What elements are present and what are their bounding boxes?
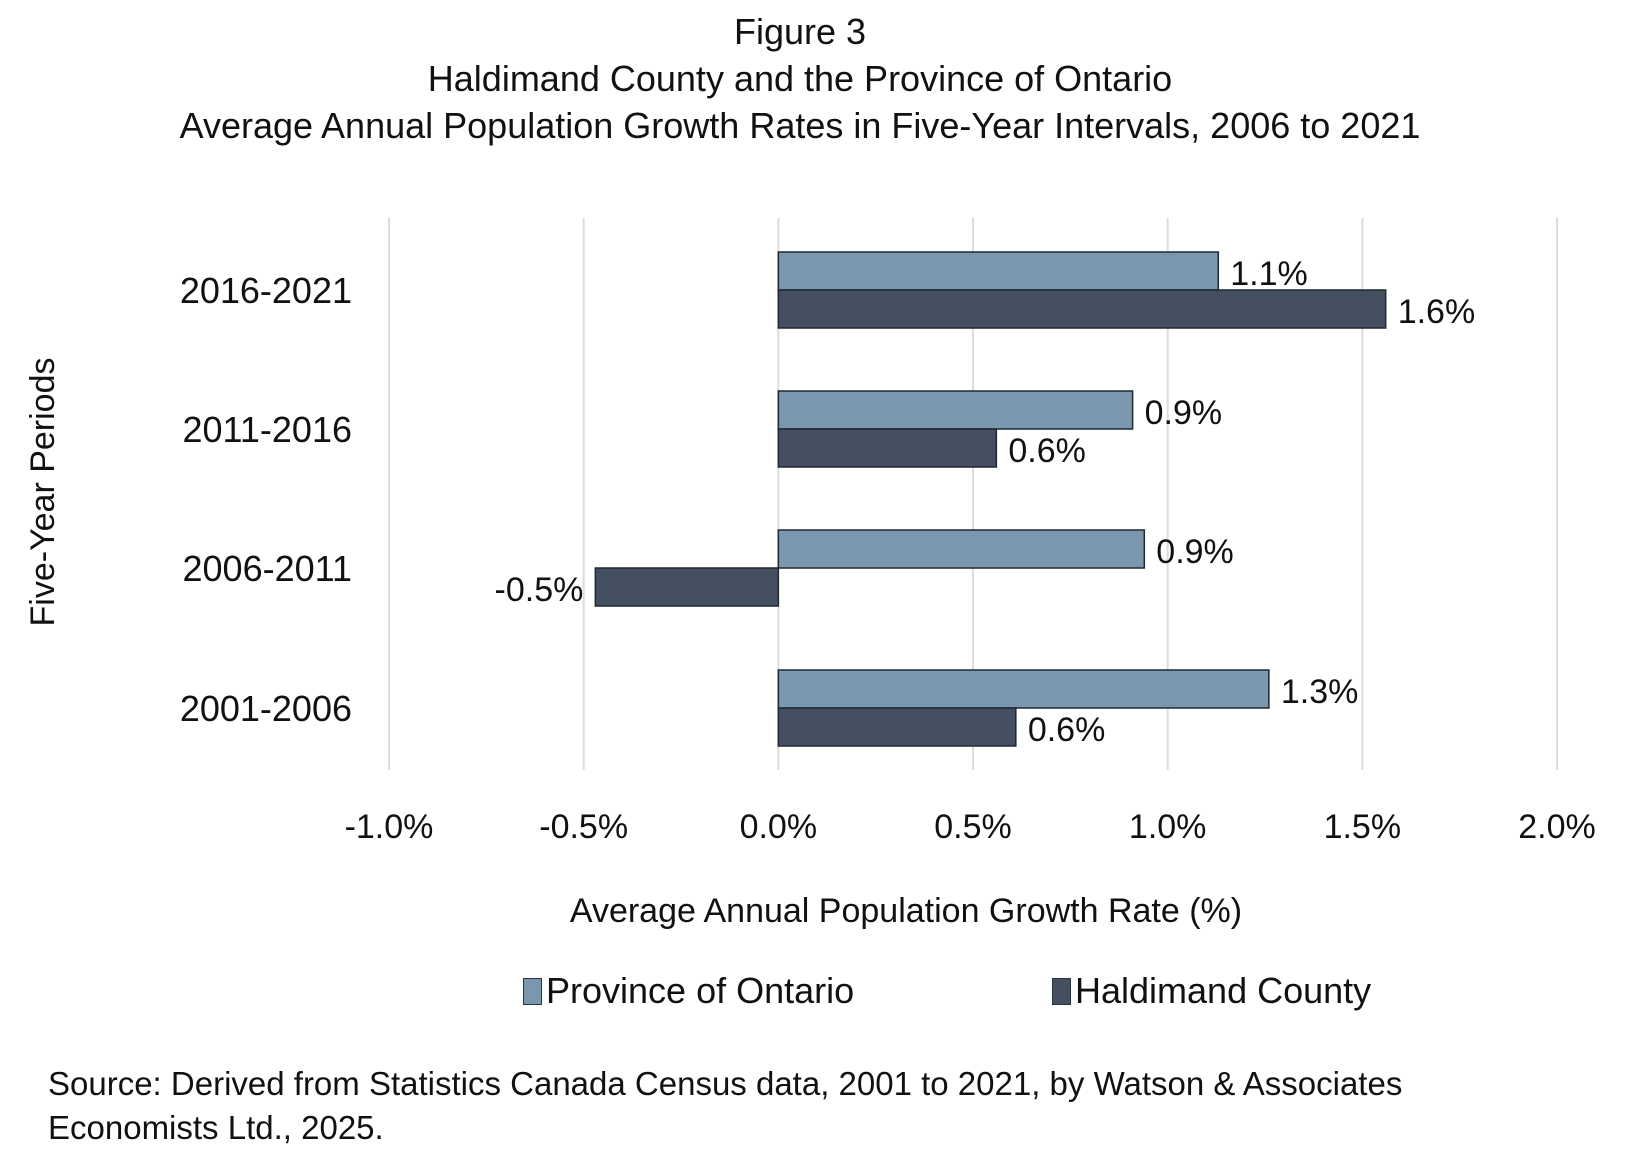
x-axis-ticks: -1.0% -0.5% 0.0% 0.5% 1.0% 1.5% 2.0% xyxy=(345,808,1596,846)
legend-swatch-ontario xyxy=(523,977,542,1005)
title-line-2: Haldimand County and the Province of Ont… xyxy=(427,58,1173,99)
x-tick-label: 1.0% xyxy=(1129,808,1207,846)
bar-ontario xyxy=(777,390,1134,430)
category-label: 2011-2016 xyxy=(183,409,353,450)
data-label: 0.9% xyxy=(1156,533,1234,571)
y-axis-categories: 2016-2021 2011-2016 2006-2011 2001-2006 xyxy=(180,270,352,729)
title-line-3: Average Annual Population Growth Rates i… xyxy=(179,105,1421,146)
data-label: 0.6% xyxy=(1028,711,1106,749)
legend-item-haldimand: Haldimand County xyxy=(1052,970,1371,1012)
bar-ontario xyxy=(777,251,1220,291)
legend-label-haldimand: Haldimand County xyxy=(1075,970,1372,1011)
chart-title: Figure 3 Haldimand County and the Provin… xyxy=(0,8,1600,149)
bars xyxy=(594,251,1387,747)
bar-ontario xyxy=(777,669,1270,709)
data-label: 0.6% xyxy=(1008,432,1086,470)
data-label: 1.6% xyxy=(1398,293,1476,331)
bar-ontario xyxy=(777,529,1146,569)
bar-haldimand xyxy=(777,707,1017,747)
data-label: -0.5% xyxy=(495,571,584,609)
x-tick-label: 2.0% xyxy=(1518,808,1596,846)
data-labels: 1.1% 0.9% 0.9% 1.3% 1.6% 0.6% -0.5% 0.6% xyxy=(495,255,1476,749)
x-axis-title: Average Annual Population Growth Rate (%… xyxy=(570,892,1242,930)
bar-chart: -1.0% -0.5% 0.0% 0.5% 1.0% 1.5% 2.0% 2016-2021… xyxy=(24,218,1596,930)
x-tick-label: -0.5% xyxy=(539,808,628,846)
legend-item-ontario: Province of Ontario xyxy=(523,970,854,1012)
data-label: 1.1% xyxy=(1230,255,1308,293)
data-label: 0.9% xyxy=(1145,394,1223,432)
x-tick-label: 0.0% xyxy=(740,808,818,846)
x-tick-label: 1.5% xyxy=(1324,808,1402,846)
category-label: 2016-2021 xyxy=(180,270,352,311)
legend-swatch-haldimand xyxy=(1052,977,1071,1005)
x-tick-label: -1.0% xyxy=(345,808,434,846)
bar-haldimand xyxy=(777,428,998,468)
category-label: 2006-2011 xyxy=(183,548,353,589)
source-note: Source: Derived from Statistics Canada C… xyxy=(48,1065,1403,1146)
category-label: 2001-2006 xyxy=(180,688,352,729)
bar-haldimand xyxy=(777,289,1387,329)
figure-number: Figure 3 xyxy=(733,11,867,52)
legend-label-ontario: Province of Ontario xyxy=(546,970,855,1011)
x-tick-label: 0.5% xyxy=(934,808,1012,846)
y-axis-title: Five-Year Periods xyxy=(24,358,62,627)
data-label: 1.3% xyxy=(1281,673,1359,711)
bar-haldimand xyxy=(594,567,780,607)
